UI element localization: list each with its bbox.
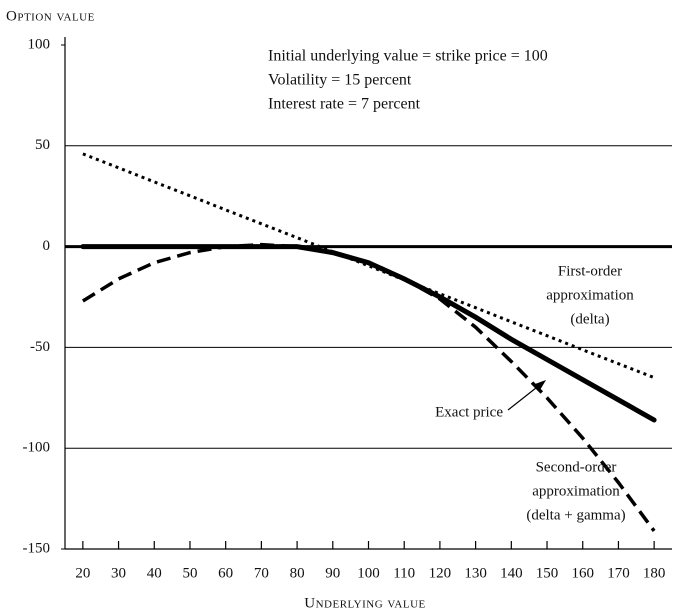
x-tick-label: 180 bbox=[643, 565, 666, 581]
series-label: Second-order bbox=[536, 459, 617, 475]
x-tick-label: 130 bbox=[464, 565, 487, 581]
annotation: Initial underlying value = strike price … bbox=[268, 48, 548, 65]
x-axis-label: Underlying value bbox=[304, 595, 426, 611]
x-tick-label: 20 bbox=[75, 565, 90, 581]
annotation: Volatility = 15 percent bbox=[268, 72, 412, 89]
x-tick-label: 150 bbox=[536, 565, 559, 581]
y-tick-label: 0 bbox=[43, 238, 51, 254]
y-tick-label: 100 bbox=[28, 36, 51, 52]
series-label: approximation bbox=[546, 287, 634, 303]
arrow bbox=[507, 383, 542, 411]
series-label: (delta) bbox=[570, 311, 609, 327]
x-tick-label: 110 bbox=[393, 565, 415, 581]
y-tick-label: -150 bbox=[23, 540, 51, 556]
y-tick-label: -50 bbox=[30, 339, 50, 355]
y-tick-label: -100 bbox=[23, 440, 51, 456]
x-tick-label: 70 bbox=[254, 565, 269, 581]
annotation: Interest rate = 7 percent bbox=[268, 96, 421, 113]
series-label: First-order bbox=[558, 263, 622, 279]
series-label: Exact price bbox=[435, 404, 503, 420]
y-axis-label: Option value bbox=[6, 8, 95, 24]
x-tick-label: 160 bbox=[571, 565, 594, 581]
x-tick-label: 140 bbox=[500, 565, 523, 581]
x-tick-label: 50 bbox=[182, 565, 197, 581]
arrowhead bbox=[535, 380, 546, 390]
x-tick-label: 80 bbox=[290, 565, 305, 581]
series-line bbox=[82, 152, 655, 379]
x-tick-label: 60 bbox=[218, 565, 233, 581]
series-label: approximation bbox=[532, 483, 620, 499]
y-tick-label: 50 bbox=[35, 137, 50, 153]
series-line bbox=[81, 242, 656, 532]
series-label: (delta + gamma) bbox=[526, 507, 625, 523]
x-tick-label: 90 bbox=[325, 565, 340, 581]
x-tick-label: 30 bbox=[111, 565, 126, 581]
x-tick-label: 120 bbox=[429, 565, 452, 581]
x-tick-label: 100 bbox=[357, 565, 380, 581]
x-tick-label: 40 bbox=[147, 565, 162, 581]
x-tick-label: 170 bbox=[607, 565, 630, 581]
